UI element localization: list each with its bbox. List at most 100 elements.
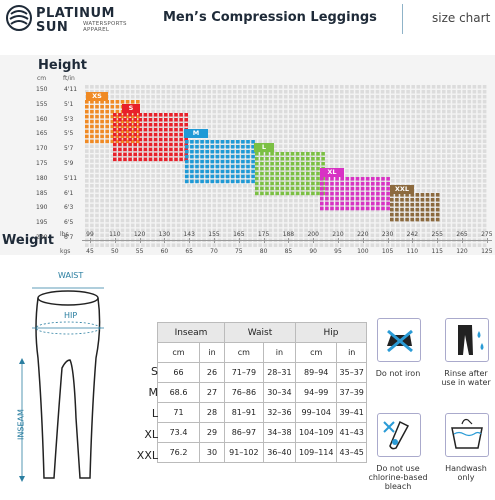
grid-dot [299, 213, 303, 218]
grid-dot [329, 109, 334, 114]
size-band-dot [85, 100, 89, 104]
grid-dot [289, 99, 293, 104]
grid-dot [457, 184, 461, 188]
grid-dot [299, 119, 303, 124]
size-band-dot [215, 159, 220, 164]
grid-dot [248, 154, 252, 158]
grid-dot [85, 174, 89, 178]
grid-dot [105, 174, 109, 178]
grid-dot [202, 144, 206, 148]
grid-dot [380, 99, 385, 104]
size-band-dot [376, 186, 380, 191]
size-band-dot [290, 171, 295, 176]
size-band-dot [230, 174, 235, 179]
grid-dot [299, 164, 303, 168]
grid-dot [457, 94, 461, 99]
grid-dot [85, 144, 89, 148]
size-band-dot [246, 164, 250, 169]
grid-dot [447, 213, 451, 218]
grid-dot [304, 179, 308, 183]
grid-dot [105, 218, 109, 223]
grid-dot [217, 243, 222, 247]
grid-dot [85, 228, 89, 233]
grid-dot [110, 233, 115, 238]
grid-dot [222, 223, 227, 228]
grid-dot [421, 243, 426, 247]
grid-dot [151, 129, 155, 134]
grid-dot [136, 85, 140, 89]
grid-dot [181, 243, 186, 247]
size-band-dot [316, 152, 320, 156]
size-band-dot [405, 217, 409, 222]
grid-dot [212, 243, 217, 247]
grid-dot [146, 154, 150, 158]
grid-dot [212, 154, 217, 158]
grid-dot [238, 144, 242, 148]
grid-dot [421, 174, 426, 178]
grid-dot [202, 114, 206, 119]
grid-dot [232, 104, 237, 109]
size-band-dot [430, 212, 435, 217]
size-band-dot [164, 147, 168, 152]
grid-dot [263, 134, 268, 139]
grid-dot [156, 188, 160, 193]
size-band-dot [275, 186, 279, 191]
size-band-dot [95, 109, 99, 114]
grid-dot [278, 139, 283, 144]
grid-dot [462, 89, 466, 94]
size-band-dot [270, 181, 274, 186]
grid-dot [385, 193, 390, 198]
grid-dot [130, 164, 135, 168]
grid-dot [207, 164, 211, 168]
grid-dot [187, 203, 191, 208]
grid-dot [319, 188, 324, 193]
size-band-dot [285, 176, 290, 181]
grid-dot [176, 203, 181, 208]
size-band-dot [115, 104, 120, 109]
grid-dot [156, 233, 160, 238]
grid-dot [176, 233, 181, 238]
grid-dot [401, 233, 405, 238]
grid-dot [187, 179, 191, 183]
grid-dot [146, 228, 150, 233]
grid-dot [411, 159, 415, 163]
grid-dot [181, 174, 186, 178]
grid-dot [212, 114, 217, 119]
grid-dot [258, 188, 262, 193]
grid-dot [385, 134, 390, 139]
grid-dot [105, 198, 109, 203]
grid-dot [192, 159, 196, 163]
grid-dot [166, 193, 171, 198]
size-band-dot [335, 186, 339, 191]
grid-dot [452, 164, 456, 168]
grid-dot [166, 198, 171, 203]
grid-dot [289, 139, 293, 144]
height-tick-cm: 170 [36, 145, 48, 153]
grid-dot [232, 203, 237, 208]
size-band-dot [395, 197, 399, 202]
size-band-dot [270, 152, 274, 156]
grid-dot [294, 94, 298, 99]
size-band-dot [164, 142, 168, 147]
grid-dot [355, 129, 359, 134]
height-tick-ft: 5'9 [64, 160, 74, 167]
grid-dot [283, 104, 288, 109]
grid-dot [396, 134, 400, 139]
grid-dot [447, 89, 451, 94]
grid-dot [166, 213, 171, 218]
grid-dot [406, 129, 410, 134]
grid-dot [90, 89, 94, 94]
grid-dot [146, 193, 150, 198]
grid-dot [431, 149, 436, 153]
grid-dot [365, 139, 370, 144]
grid-dot [289, 193, 293, 198]
grid-dot [222, 99, 227, 104]
grid-dot [467, 198, 472, 203]
grid-dot [95, 85, 99, 89]
grid-dot [431, 188, 436, 193]
size-band-dot [435, 212, 440, 217]
size-band-dot [251, 149, 255, 154]
grid-dot [243, 89, 247, 94]
grid-dot [370, 208, 375, 213]
grid-dot [258, 119, 262, 124]
